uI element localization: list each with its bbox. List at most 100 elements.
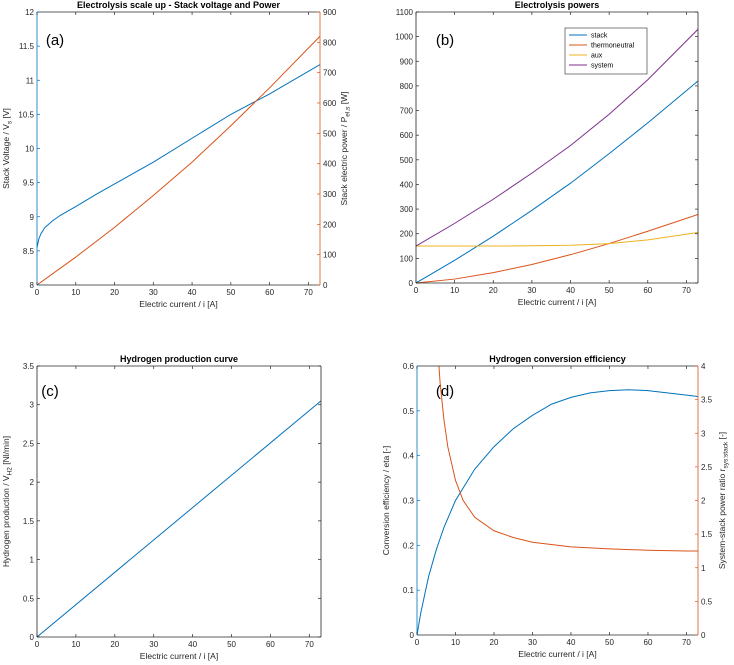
y-tick-label: 0.5	[403, 407, 415, 416]
y-right-tick-label: 2	[701, 497, 706, 506]
y-right-tick-label: 0.5	[701, 597, 713, 606]
y-tick-label: 11	[26, 76, 35, 85]
y-right-tick-label: 4	[701, 362, 706, 371]
chart-panel-2: 0 10 20 30 40 50 60 700100200300400500600700800…	[395, 0, 699, 307]
y-tick-label: 900	[400, 57, 414, 66]
x-tick-label: 30	[527, 286, 536, 295]
x-tick-label: 10	[71, 288, 80, 297]
y-right-tick-label: 900	[323, 8, 337, 17]
panel-tag: (c)	[41, 383, 59, 400]
y-tick-label: 500	[400, 156, 414, 165]
y-right-tick-label: 3	[701, 429, 706, 438]
plot-area	[417, 366, 698, 635]
series-group	[416, 28, 698, 283]
y-right-tick-label: 1	[701, 564, 706, 573]
legend-label-thermoneutral: thermoneutral	[591, 43, 635, 50]
x-tick-label: 0	[35, 288, 40, 297]
y-right-axis-label: System-stack power ratio rsys:stack [-]	[717, 432, 730, 569]
y-tick-label: 700	[400, 107, 414, 116]
x-tick-label: 60	[643, 286, 652, 295]
y-tick-label: 0	[410, 631, 415, 640]
y-tick-label: 2	[30, 478, 35, 487]
x-tick-label: 10	[450, 286, 459, 295]
x-tick-label: 60	[644, 638, 653, 647]
x-axis-label: Electric current / i [A]	[140, 651, 218, 661]
y-tick-label: 400	[400, 180, 414, 189]
y-tick-label: 1	[30, 556, 35, 565]
series-line-system	[416, 28, 698, 247]
x-tick-label: 50	[605, 286, 614, 295]
y-tick-label: 3	[30, 401, 35, 410]
y-tick-label: 0.5	[23, 594, 35, 603]
y-tick-label: 0	[30, 633, 35, 642]
x-tick-label: 10	[451, 638, 460, 647]
y-tick-label: 600	[400, 131, 414, 140]
y-tick-label: 100	[400, 254, 414, 263]
y-right-tick-label: 700	[323, 69, 337, 78]
panel-tag: (b)	[436, 32, 454, 49]
x-tick-label: 0	[414, 286, 419, 295]
series-group	[417, 366, 698, 635]
y-tick-label: 0.1	[403, 586, 415, 595]
y-axis-label: Stack Voltage / Vs [V]	[1, 108, 14, 189]
legend-label-aux: aux	[591, 53, 603, 60]
x-tick-label: 20	[110, 640, 119, 649]
y-tick-label: 11.5	[19, 42, 35, 51]
y-tick-label: 8.5	[23, 247, 35, 256]
y-tick-label: 0.3	[403, 497, 415, 506]
y-tick-label: 300	[400, 205, 414, 214]
series-line-stack-voltage	[37, 64, 320, 248]
x-tick-label: 70	[682, 286, 691, 295]
x-tick-label: 60	[265, 288, 274, 297]
y-axis-label: Conversion efficiency / eta [-]	[381, 446, 391, 555]
y-tick-label: 10	[25, 145, 34, 154]
legend: stack thermoneutral aux system	[564, 27, 648, 75]
y-tick-label: 8	[30, 281, 35, 290]
y-right-tick-label: 500	[323, 129, 337, 138]
y-tick-label: 800	[400, 82, 414, 91]
series-line-system-stack-power-ratio	[438, 366, 698, 552]
x-tick-label: 40	[188, 288, 197, 297]
y-tick-label: 1.5	[23, 517, 35, 526]
x-tick-label: 10	[71, 640, 80, 649]
y-tick-label: 12	[25, 8, 34, 17]
y-tick-label: 1100	[396, 8, 414, 17]
y-right-tick-label: 100	[323, 251, 337, 260]
x-tick-label: 30	[149, 640, 158, 649]
series-line-stack	[416, 80, 698, 283]
y-right-tick-label: 200	[323, 220, 337, 229]
y-tick-label: 10.5	[18, 110, 34, 119]
panel-tag: (d)	[436, 383, 454, 400]
x-tick-label: 50	[227, 640, 236, 649]
y-right-tick-label: 300	[323, 190, 337, 199]
x-tick-label: 40	[188, 640, 197, 649]
series-line-conversion-efficiency	[417, 389, 698, 635]
chart-title: Electrolysis scale up - Stack voltage an…	[77, 0, 281, 10]
legend-label-system: system	[591, 63, 613, 70]
y-tick-label: 200	[400, 230, 414, 239]
chart-panel-1: 0 10 20 30 40 50 60 70 8 8.5 9 9.5 10 10.5 11 11.5 12 0 10…	[1, 0, 352, 309]
chart-title: Hydrogen production curve	[120, 354, 238, 364]
x-tick-label: 70	[305, 640, 314, 649]
x-tick-label: 40	[566, 286, 575, 295]
y-tick-label: 1000	[395, 33, 413, 42]
chart-panel-3: 0 10 20 30 40 50 60 70 0 0.5 1 1.5 2 2.5 3 3.5 Hydrogen …	[1, 354, 322, 661]
legend-label-stack: stack	[591, 33, 608, 40]
y-right-tick-label: 2.5	[701, 463, 713, 472]
chart-title: Electrolysis powers	[515, 0, 600, 10]
x-tick-label: 30	[149, 288, 158, 297]
series-line-hydrogen-production	[37, 400, 321, 637]
y-tick-label: 0.4	[403, 452, 415, 461]
y-tick-label: 3.5	[23, 362, 35, 371]
x-axis-label: Electric current / i [A]	[139, 299, 217, 309]
x-tick-label: 50	[226, 288, 235, 297]
panel-tag: (a)	[46, 32, 64, 49]
x-tick-label: 0	[415, 638, 420, 647]
plot-area	[37, 366, 321, 637]
y-right-tick-label: 800	[323, 38, 337, 47]
y-right-tick-label: 0	[701, 631, 706, 640]
series-group	[37, 400, 321, 637]
y-axis-label: Hydrogen production / VH2 [Nl/min]	[1, 436, 14, 567]
plot-area	[37, 12, 320, 285]
